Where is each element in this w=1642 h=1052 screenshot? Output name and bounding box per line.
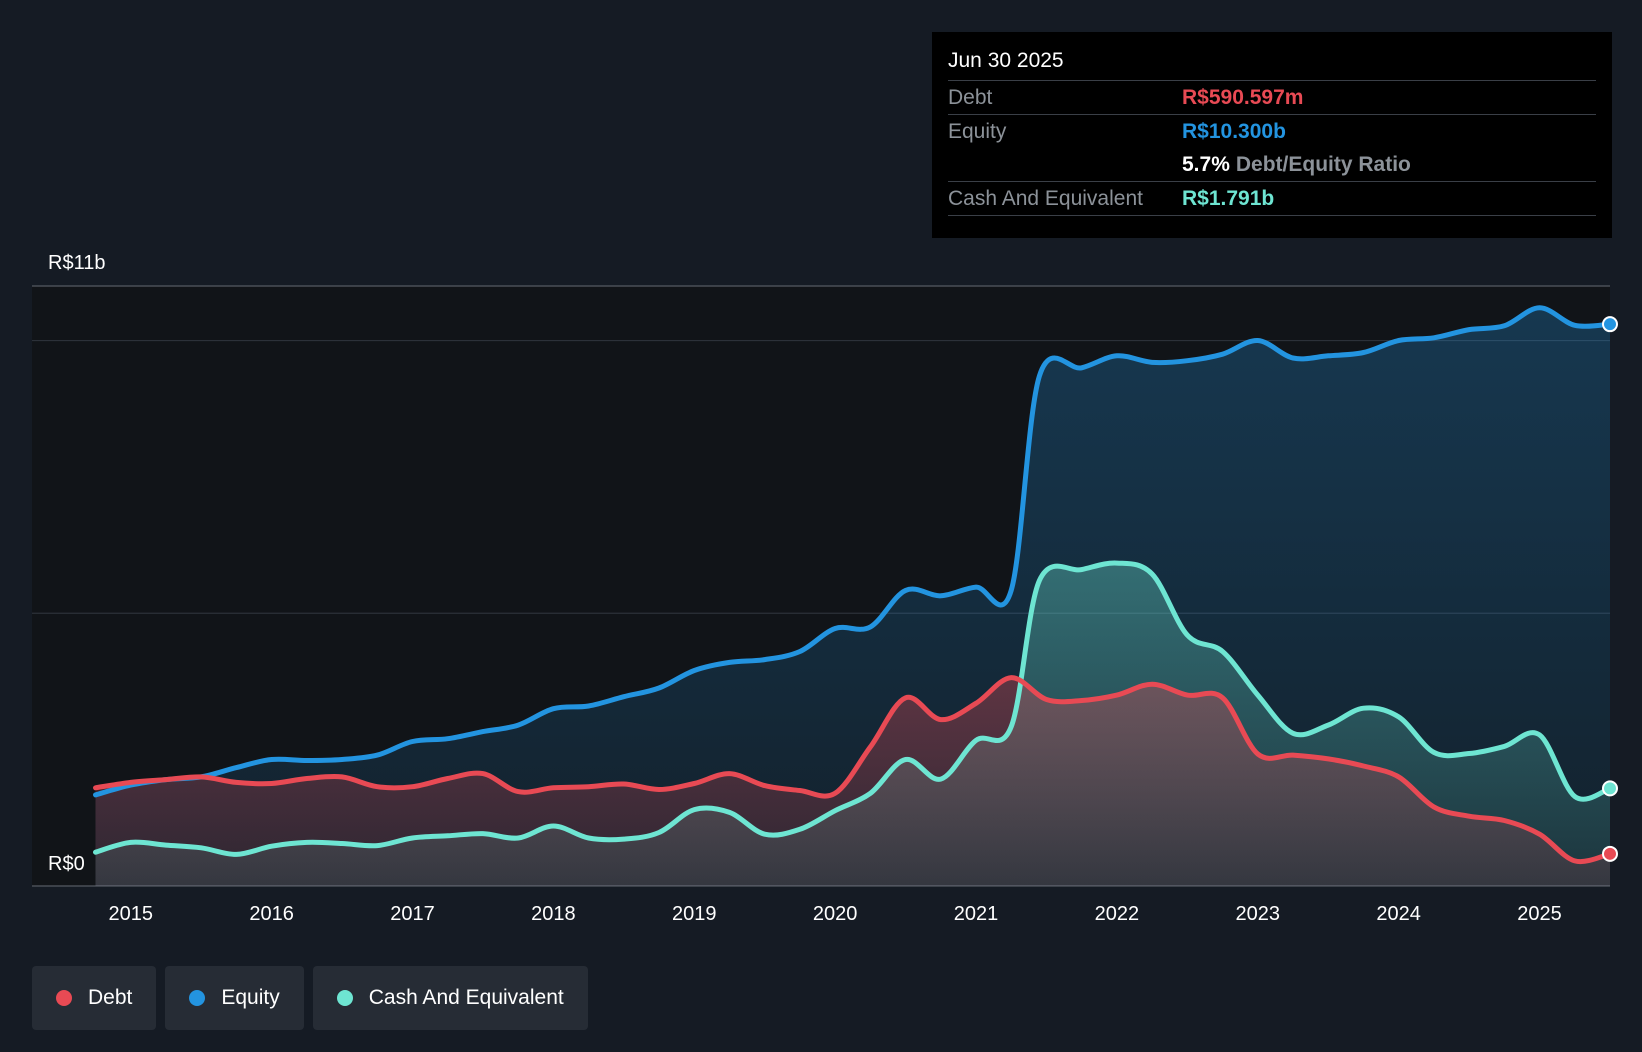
x-tick-label: 2019: [672, 903, 717, 925]
debt-end-marker[interactable]: [1602, 845, 1618, 862]
debt-dot-icon: [56, 990, 72, 1006]
marker-layer: [1602, 316, 1618, 862]
x-tick-label: 2023: [1236, 903, 1281, 925]
x-tick-label: 2016: [249, 903, 294, 925]
cash-dot-icon: [336, 990, 353, 1006]
y-axis-bottom-label: R$0: [48, 853, 85, 875]
tooltip-ratio: 5.7% Debt/Equity Ratio: [1182, 148, 1411, 181]
x-tick-label: 2018: [531, 903, 576, 925]
cash-end-marker[interactable]: [1602, 780, 1618, 797]
x-tick-label: 2024: [1376, 903, 1421, 925]
tooltip-equity-label: Equity: [948, 120, 1007, 143]
tooltip-debt-value: R$590.597m: [1182, 86, 1304, 109]
tooltip-cash-row: Cash And Equivalent R$1.791b: [948, 181, 1596, 216]
tooltip-panel: Jun 30 2025 Debt R$590.597m Equity R$10.…: [932, 32, 1612, 238]
legend-equity-label: Equity: [221, 986, 280, 1009]
x-tick-label: 2017: [390, 903, 435, 925]
debt-line: [93, 675, 1613, 865]
equity-dot-icon: [189, 990, 206, 1006]
legend-item-cash[interactable]: Cash And Equivalent: [312, 966, 588, 1030]
line-layer: [93, 305, 1613, 865]
legend-cash-label: Cash And Equivalent: [368, 986, 564, 1009]
x-tick-label: 2015: [108, 903, 153, 925]
cash-line: [93, 560, 1613, 857]
tooltip-debt-row: Debt R$590.597m: [948, 80, 1596, 114]
tooltip-ratio-spacer: [948, 148, 1182, 181]
x-tick-label: 2021: [954, 903, 999, 925]
tooltip-cash-value: R$1.791b: [1182, 187, 1275, 210]
tooltip-ratio-label: Debt/Equity Ratio: [1235, 153, 1411, 176]
tooltip-equity-value: R$10.300b: [1182, 120, 1286, 143]
tooltip-debt-label: Debt: [948, 86, 993, 109]
legend-debt-label: Debt: [88, 986, 133, 1009]
legend-item-debt[interactable]: Debt: [32, 966, 157, 1030]
tooltip-date: Jun 30 2025: [948, 49, 1064, 72]
x-axis-ticks: 2015 2016 2017 2018 2019 2020 2021 2022 2023 2024…: [108, 903, 1561, 925]
tooltip-ratio-row: 5.7% Debt/Equity Ratio: [948, 148, 1596, 181]
tooltip-ratio-value: 5.7%: [1182, 153, 1230, 176]
x-tick-label: 2025: [1517, 903, 1562, 925]
tooltip-cash-label: Cash And Equivalent: [948, 187, 1143, 210]
x-tick-label: 2022: [1095, 903, 1140, 925]
legend-item-equity[interactable]: Equity: [165, 966, 304, 1030]
y-axis-top-label: R$11b: [48, 252, 105, 274]
tooltip-equity-row: Equity R$10.300b: [948, 114, 1596, 148]
x-tick-label: 2020: [813, 903, 858, 925]
equity-end-marker[interactable]: [1602, 316, 1618, 333]
legend: Debt Equity Cash And Equivalent: [32, 966, 588, 1030]
equity-line: [93, 305, 1613, 798]
